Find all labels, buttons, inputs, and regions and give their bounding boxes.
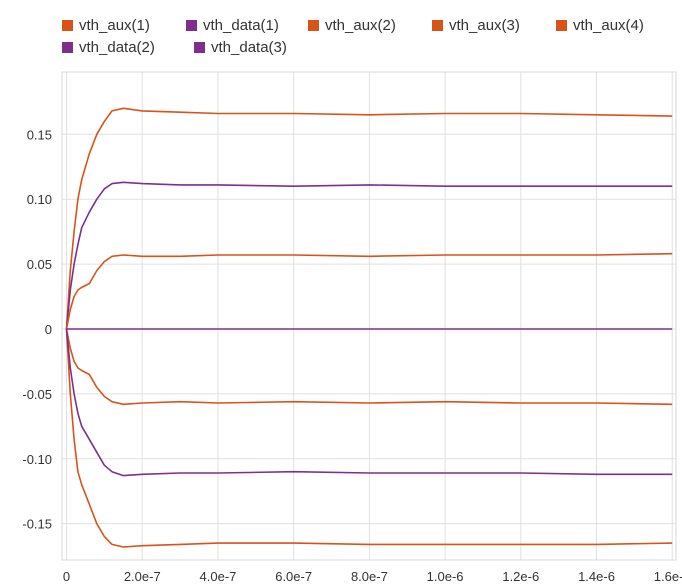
legend-swatch [186, 19, 197, 31]
legend-label: vth_aux(3) [449, 16, 520, 34]
x-tick-label: 1.6e-6 [654, 569, 682, 584]
grid-lines [62, 72, 676, 560]
y-axis-tick-labels: -0.15 -0.10 -0.05 0 0.05 0.10 0.15 [22, 127, 52, 531]
series-line-vth-aux-2 [65, 252, 673, 330]
x-tick-label: 6.0e-7 [275, 569, 312, 584]
legend-swatch [62, 19, 73, 31]
legend-item[interactable]: vth_aux(1) [62, 14, 150, 36]
y-tick-label: -0.10 [22, 452, 52, 467]
x-tick-label: 1.4e-6 [578, 569, 615, 584]
legend-label: vth_data(1) [203, 16, 279, 34]
legend-item[interactable]: vth_aux(3) [432, 14, 520, 36]
legend-swatch [62, 41, 73, 53]
x-tick-label: 1.0e-6 [427, 569, 464, 584]
legend-label: vth_data(3) [211, 38, 287, 56]
legend-swatch [432, 19, 443, 31]
x-tick-label: 8.0e-7 [351, 569, 388, 584]
y-tick-label: -0.05 [22, 387, 52, 402]
y-tick-label: -0.15 [22, 517, 52, 532]
series-line-vth-aux-4 [65, 328, 673, 548]
y-tick-label: 0.10 [27, 192, 52, 207]
legend-label: vth_aux(4) [573, 16, 644, 34]
y-tick-label: 0.15 [27, 127, 52, 142]
legend-item[interactable]: vth_data(1) [186, 14, 279, 36]
y-tick-label: 0 [45, 322, 52, 337]
x-tick-label: 0 [63, 569, 70, 584]
x-tick-label: 2.0e-7 [124, 569, 161, 584]
series-line-vth-data-1 [65, 181, 673, 330]
series-line-vth-aux-1 [65, 107, 673, 330]
series-line-vth-aux-3 [65, 328, 673, 406]
legend-item[interactable]: vth_data(3) [194, 36, 287, 58]
y-tick-label: 0.05 [27, 257, 52, 272]
legend-swatch [194, 41, 205, 53]
legend-item[interactable]: vth_aux(4) [556, 14, 644, 36]
series-line-vth-data-2 [65, 328, 673, 477]
x-tick-label: 1.2e-6 [502, 569, 539, 584]
legend-label: vth_aux(1) [79, 16, 150, 34]
x-axis-tick-labels: 0 2.0e-7 4.0e-7 6.0e-7 8.0e-7 1.0e-6 1.2e-6 1.4… [63, 569, 682, 584]
plot-area-border [61, 71, 677, 561]
x-tick-label: 4.0e-7 [200, 569, 237, 584]
legend-swatch [308, 19, 319, 31]
legend-item[interactable]: vth_data(2) [62, 36, 155, 58]
legend-label: vth_data(2) [79, 38, 155, 56]
legend-label: vth_aux(2) [325, 16, 396, 34]
legend-swatch [556, 19, 567, 31]
legend-item[interactable]: vth_aux(2) [308, 14, 396, 36]
series-layer [65, 107, 673, 548]
